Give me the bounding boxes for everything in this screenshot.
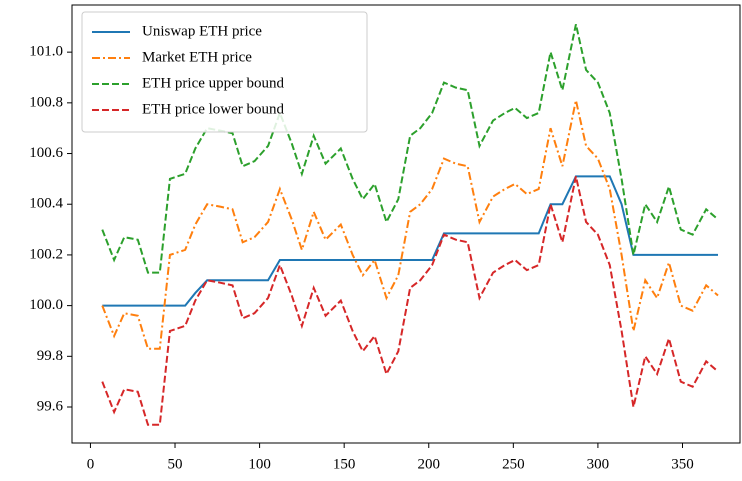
legend: Uniswap ETH price Market ETH price ETH pri…	[81, 11, 368, 133]
x-tick-label: 0	[87, 456, 95, 472]
y-tick-label: 100.4	[29, 196, 63, 212]
y-tick-label: 99.6	[37, 398, 64, 414]
y-tick-label: 100.2	[29, 246, 63, 262]
x-tick-label: 100	[248, 456, 271, 472]
y-tick-label: 100.6	[29, 145, 63, 161]
series-line	[101, 100, 719, 350]
x-tick-label: 200	[418, 456, 441, 472]
plot-frame	[71, 4, 741, 444]
series-line	[101, 24, 719, 274]
x-tick-label: 300	[587, 456, 610, 472]
legend-label: ETH price upper bound	[142, 75, 285, 91]
y-tick-label: 100.8	[29, 94, 63, 110]
legend-label: Market ETH price	[142, 49, 252, 65]
legend-box	[81, 11, 368, 133]
y-tick-label: 101.0	[29, 44, 63, 60]
legend-label: Uniswap ETH price	[142, 23, 262, 39]
x-tick-label: 150	[333, 456, 356, 472]
y-tick-label: 99.8	[37, 348, 63, 364]
x-tick-label: 350	[671, 456, 694, 472]
legend-label: ETH price lower bound	[142, 101, 285, 117]
y-tick-label: 100.0	[29, 297, 63, 313]
x-tick-label: 50	[168, 456, 183, 472]
series-line	[102, 175, 719, 307]
x-tick-label: 250	[502, 456, 525, 472]
series-line	[101, 176, 719, 426]
